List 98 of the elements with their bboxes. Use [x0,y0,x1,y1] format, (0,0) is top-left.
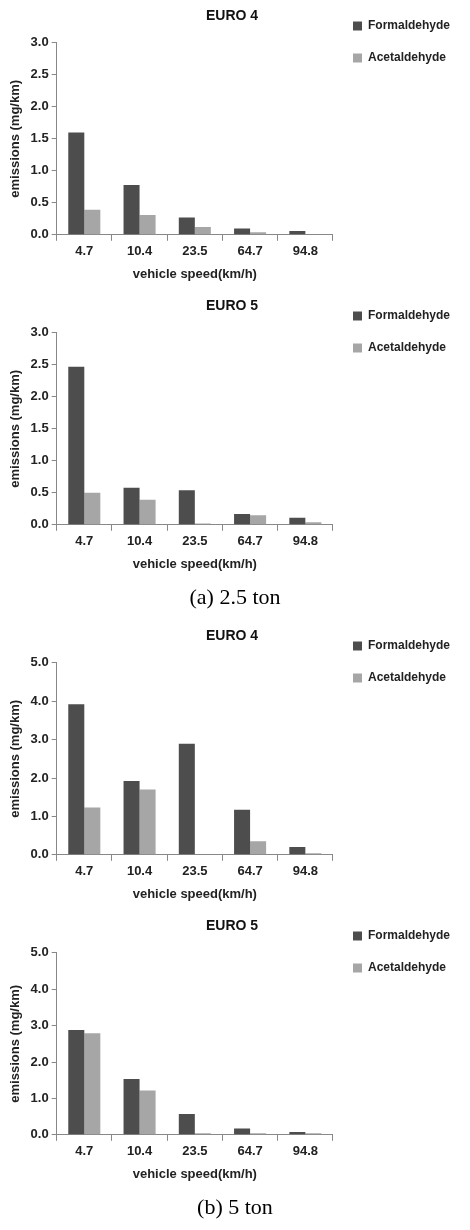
bar [139,499,156,525]
y-tick-label: 4.0 [30,980,49,996]
y-tick-label: 1.5 [30,130,49,146]
text: (a) 2.5 ton [188,583,282,611]
x-tick-label: 10.4 [126,243,153,259]
y-tick-label: 3.0 [30,324,49,340]
y-tick-label: 2.5 [30,66,49,82]
y-tick-label: 3.0 [30,34,49,50]
y-tick-label: 5.0 [30,944,49,960]
x-tick-label: 4.7 [75,863,94,879]
bar [178,743,195,855]
bar [305,522,322,525]
chart-title: EURO 5 [205,297,259,314]
y-tick-label: 2.0 [30,388,49,404]
x-tick-label: 64.7 [237,863,263,879]
x-tick-label: 10.4 [126,533,153,549]
bar [123,1079,140,1135]
x-tick-label: 64.7 [237,533,263,549]
bar [178,490,195,525]
x-axis-title: vehicle speed(km/h) [132,265,257,281]
bar [289,517,306,525]
bar [250,515,267,525]
x-tick-label: 64.7 [237,1143,263,1159]
y-tick-label: 2.0 [30,1053,49,1069]
bar [123,184,140,235]
bar [68,132,85,235]
legend-label: Acetaldehyde [367,960,447,975]
legend-label: Formaldehyde [367,928,451,943]
x-tick-label: 10.4 [126,863,153,879]
y-tick-label: 0.5 [30,194,49,210]
y-tick-label: 1.5 [30,420,49,436]
bar [250,232,267,235]
bar [178,1114,195,1135]
bar [84,1033,101,1135]
x-tick-label: 94.8 [292,243,319,259]
x-tick-label: 94.8 [292,1143,319,1159]
text: (b) 5 ton [196,1193,274,1221]
y-tick-label: 1.0 [30,162,49,178]
bar [194,227,211,235]
y-tick-label: 1.0 [30,1089,49,1105]
y-tick-label: 1.0 [30,807,49,823]
legend-label: Acetaldehyde [367,670,447,685]
bar [250,841,267,855]
y-tick-label: 0.0 [30,846,49,862]
x-axis-title: vehicle speed(km/h) [132,555,257,571]
y-tick-label: 0.0 [30,226,49,242]
bar [123,781,140,855]
x-tick-label: 64.7 [237,243,263,259]
bar [68,366,85,525]
bar [84,807,101,855]
y-tick-label: 0.0 [30,516,49,532]
bar [84,209,101,235]
x-tick-label: 23.5 [182,1143,208,1159]
bar [139,789,156,855]
y-tick-label: 0.5 [30,484,49,500]
legend-label: Formaldehyde [367,18,451,33]
y-tick-label: 2.0 [30,769,49,785]
x-axis-title: vehicle speed(km/h) [132,885,257,901]
x-tick-label: 4.7 [75,243,94,259]
y-tick-label: 3.0 [30,731,49,747]
x-tick-label: 23.5 [182,243,208,259]
x-axis-title: vehicle speed(km/h) [132,1165,257,1181]
bar [289,847,306,855]
bar [123,487,140,525]
bar [234,513,251,525]
x-tick-label: 94.8 [292,533,319,549]
y-tick-label: 0.0 [30,1126,49,1142]
y-axis-title: emissions (mg/km) [7,699,23,818]
y-axis-title: emissions (mg/km) [7,79,23,198]
legend-label: Formaldehyde [367,638,451,653]
bar [139,214,156,235]
chart-title: EURO 4 [205,7,259,24]
y-axis-title: emissions (mg/km) [7,369,23,488]
x-tick-label: 4.7 [75,533,94,549]
bar [68,1029,85,1135]
bar [234,809,251,855]
y-tick-label: 1.0 [30,452,49,468]
bar [139,1090,156,1135]
x-tick-label: 94.8 [292,863,319,879]
chart-title: EURO 4 [205,627,259,644]
x-tick-label: 4.7 [75,1143,94,1159]
x-tick-label: 23.5 [182,533,208,549]
y-axis-title: emissions (mg/km) [7,984,23,1103]
x-tick-label: 23.5 [182,863,208,879]
y-tick-label: 5.0 [30,654,49,670]
chart-title: EURO 5 [205,917,259,934]
y-tick-label: 4.0 [30,692,49,708]
bar [68,704,85,855]
y-tick-label: 3.0 [30,1017,49,1033]
y-tick-label: 2.0 [30,98,49,114]
legend-label: Formaldehyde [367,308,451,323]
legend-label: Acetaldehyde [367,340,447,355]
legend-label: Acetaldehyde [367,50,447,65]
y-tick-label: 2.5 [30,356,49,372]
x-tick-label: 10.4 [126,1143,153,1159]
bar [178,217,195,235]
bar [234,228,251,235]
bar [84,492,101,525]
